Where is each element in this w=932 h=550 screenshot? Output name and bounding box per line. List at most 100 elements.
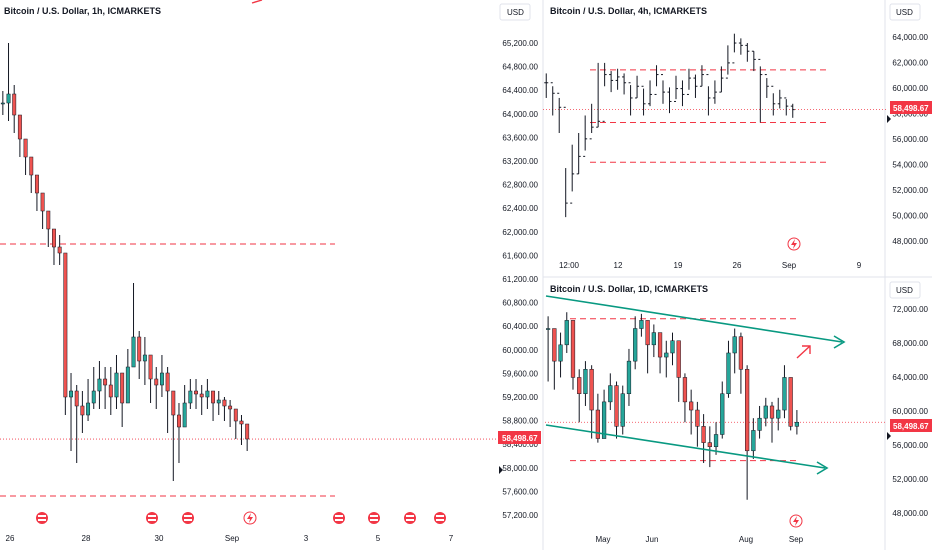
candle-body (211, 390, 216, 404)
h4-currency-box[interactable] (889, 3, 921, 21)
left-axis-tick-label: 61,600.00 (502, 251, 538, 260)
d1-axis-tick-label: 60,000.00 (892, 407, 928, 416)
candle-body (583, 369, 588, 394)
h4-axis-tick-label: 60,000.00 (892, 84, 928, 93)
candle-body (726, 352, 731, 394)
h1-time-tick-label: 7 (449, 534, 454, 543)
candle-body (670, 340, 675, 354)
left-axis-tick-label: 62,800.00 (502, 181, 538, 190)
h4-price-axis[interactable]: 64,000.0062,000.0060,000.0058,000.0056,0… (892, 33, 928, 246)
h1-axis-tick-label: 61,200.00 (502, 275, 538, 284)
h1-candles (0, 43, 250, 481)
breakout-arrow[interactable] (796, 345, 811, 359)
h4-time-axis[interactable]: 12:00 12 19 26 Sep 9 (559, 261, 862, 270)
h1-axis-tick-label: 58,800.00 (502, 417, 538, 426)
h1-levels (0, 243, 497, 497)
candle-body (601, 401, 607, 439)
d1-currency-label: USD (896, 286, 913, 295)
candle-body (745, 369, 750, 452)
candle-body (131, 336, 136, 368)
us-flag-icon (36, 512, 48, 524)
h4-last-price-tag: 58,498.67 (890, 101, 932, 114)
candle-body (682, 377, 688, 403)
left-price-axis[interactable]: 65,200.00 64,800.00 64,400.00 64,000.00 63,6… (502, 39, 538, 520)
h4-time-tick-label: 12 (614, 261, 623, 270)
candle-body (216, 399, 221, 404)
candle-body (91, 390, 96, 404)
d1-time-tick-label: Aug (739, 535, 753, 544)
us-flag-icon (182, 512, 194, 524)
d1-time-axis[interactable]: May Jun Aug Sep (595, 535, 803, 544)
candle-body (80, 405, 85, 416)
breakout-arrowhead (802, 345, 811, 354)
candle-body (707, 442, 712, 447)
candle-body (651, 332, 656, 346)
left-axis-tick-label: 62,000.00 (502, 228, 538, 237)
candle-body (608, 385, 613, 403)
h1-time-tick-label: 26 (6, 534, 15, 543)
d1-last-price-tag: 58,498.67 (890, 419, 932, 432)
candle-body (165, 372, 170, 392)
svg-text:58,498.67: 58,498.67 (502, 434, 538, 443)
candle-body (188, 390, 193, 404)
h4-axis-tick-label: 64,000.00 (892, 33, 928, 42)
candle-body (676, 340, 681, 378)
candle-body (222, 399, 227, 407)
h1-axis-tick-label: 58,000.00 (502, 464, 538, 473)
h4-axis-tick-label: 62,000.00 (892, 59, 928, 68)
us-flag-icon (404, 512, 416, 524)
candle-body (182, 402, 187, 428)
event-icons[interactable] (36, 237, 803, 528)
left-axis-tick-label: 64,400.00 (502, 86, 538, 95)
left-axis-tick-label: 62,400.00 (502, 204, 538, 213)
candle-body (40, 192, 45, 212)
h1-time-tick-label: 3 (304, 534, 309, 543)
candle-body (558, 344, 563, 362)
left-axis-tick-label: 64,000.00 (502, 110, 538, 119)
candle-body (194, 390, 198, 395)
h1-chart-title: Bitcoin / U.S. Dollar, 1h, ICMARKETS (4, 6, 161, 16)
candle-body (245, 423, 250, 440)
h4-axis-tick-label: 50,000.00 (892, 212, 928, 221)
d1-currency-box[interactable] (889, 281, 921, 299)
candle-body (52, 228, 56, 248)
d1-axis-tick-label: 64,000.00 (892, 373, 928, 382)
h1-last-price-tag: 58,498.67 (498, 431, 541, 444)
h1-axis-tick-label: 59,600.00 (502, 369, 538, 378)
candle-body (199, 393, 204, 398)
candle-body (589, 369, 594, 411)
candle-body (103, 378, 108, 386)
h1-time-axis[interactable]: 26 28 30 Sep 3 5 7 (6, 534, 454, 543)
candle-body (63, 252, 68, 398)
d1-price-axis[interactable]: 72,000.00 68,000.00 64,000.00 60,000.00 56,0… (892, 305, 928, 518)
candle-body (154, 378, 159, 386)
left-axis-tick-label: 64,800.00 (502, 63, 538, 72)
channel-upper-line[interactable] (545, 295, 843, 343)
d1-axis-marker-icon (887, 432, 891, 440)
h4-time-tick-label: Sep (782, 261, 797, 270)
h4-time-tick-label: 26 (733, 261, 742, 270)
channel-lower-line[interactable] (545, 424, 826, 469)
h1-currency-box[interactable] (499, 3, 531, 21)
candle-body (564, 320, 569, 346)
candle-body (125, 366, 130, 404)
candle-body (159, 372, 164, 386)
candle-body (120, 372, 125, 404)
us-flag-icon (434, 512, 446, 524)
candle-body (577, 377, 582, 394)
lightning-icon (787, 237, 801, 251)
h4-levels (543, 69, 886, 163)
candle-body (23, 138, 28, 158)
h4-axis-marker-icon (887, 115, 891, 123)
candle-body (545, 328, 551, 330)
candle-body (664, 352, 669, 358)
candle-body (614, 385, 619, 427)
d1-time-tick-label: Jun (646, 535, 659, 544)
d1-axis-tick-label: 56,000.00 (892, 441, 928, 450)
h1-currency-label: USD (507, 8, 524, 17)
candle-body (788, 377, 793, 427)
d1-candles (545, 312, 800, 500)
candle-body (69, 390, 73, 398)
candle-body (46, 210, 51, 230)
